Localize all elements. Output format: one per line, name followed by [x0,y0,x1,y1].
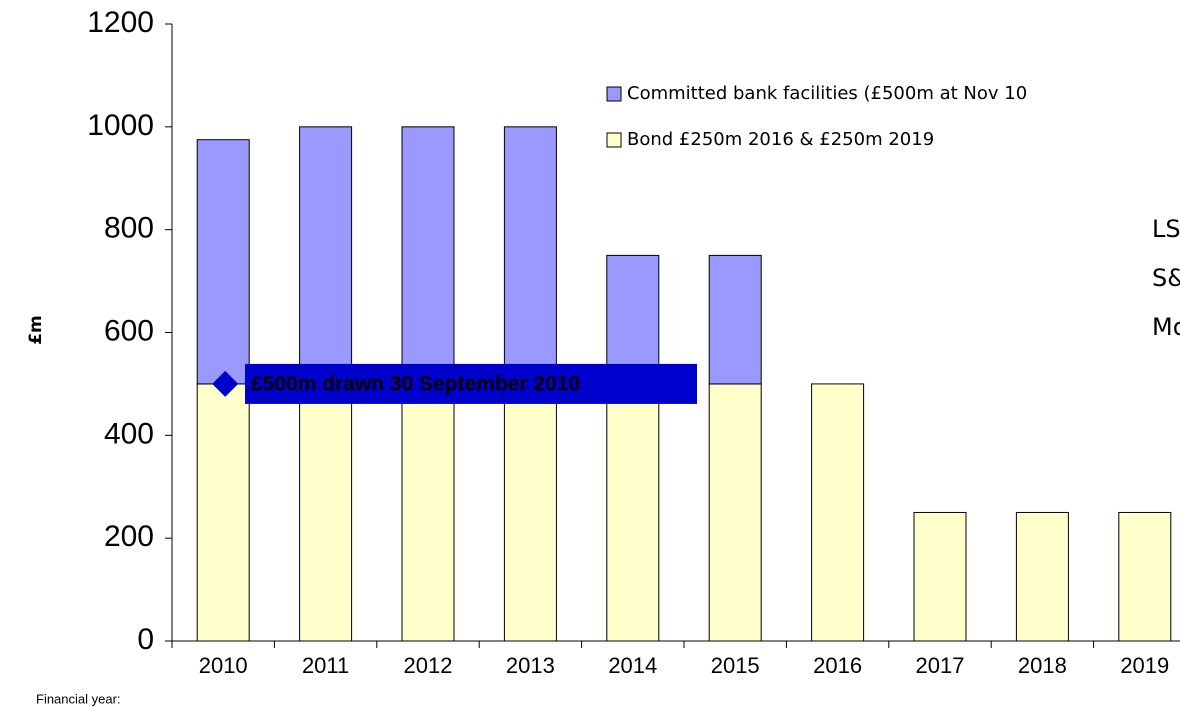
bar-segment [1118,511,1172,642]
legend-swatch [606,132,622,148]
legend-label: Bond £250m 2016 & £250m 2019 [627,129,934,150]
x-tick-label: 2019 [1120,653,1169,678]
y-tick-label: 1000 [87,109,154,142]
bar-segment [606,254,660,385]
x-tick-label: 2018 [1018,653,1067,678]
x-axis-label: Financial year: [36,691,121,706]
bar-segment [196,139,250,385]
side-text: S& [1152,264,1180,292]
bar-segment [503,383,557,642]
bar-segment [401,126,455,385]
x-tick-label: 2012 [404,653,453,678]
annotation-text: £500m drawn 30 September 2010 [251,372,580,395]
side-text: Mo [1152,313,1180,341]
bar-segment [606,383,660,642]
bar-segment [401,383,455,642]
bar-segment [299,126,353,385]
bar-segment [913,511,967,642]
bar-segment [503,126,557,385]
bar-segment [708,254,762,385]
y-axis-label: £m [26,315,46,345]
x-tick-label: 2013 [506,653,555,678]
x-tick-label: 2017 [916,653,965,678]
annotation-box [245,363,697,404]
y-tick-label: 400 [104,417,154,450]
annotation-marker [212,370,239,397]
y-tick-label: 200 [104,520,154,553]
bar-segment [1015,511,1069,642]
legend-swatch [606,86,622,102]
x-tick-label: 2010 [199,653,248,678]
y-tick-label: 800 [104,212,154,245]
side-text: LS [1152,215,1180,243]
x-tick-label: 2014 [608,653,657,678]
legend-label: Committed bank facilities (£500m at Nov … [627,83,1027,104]
bar-segment [811,383,865,642]
y-tick-label: 600 [104,314,154,347]
x-tick-label: 2011 [302,653,349,678]
y-tick-label: 1200 [87,6,154,39]
x-tick-label: 2016 [813,653,862,678]
bar-segment [196,383,250,642]
x-tick-label: 2015 [711,653,760,678]
y-tick-label: 0 [137,623,154,656]
bar-segment [708,383,762,642]
bar-segment [299,383,353,642]
